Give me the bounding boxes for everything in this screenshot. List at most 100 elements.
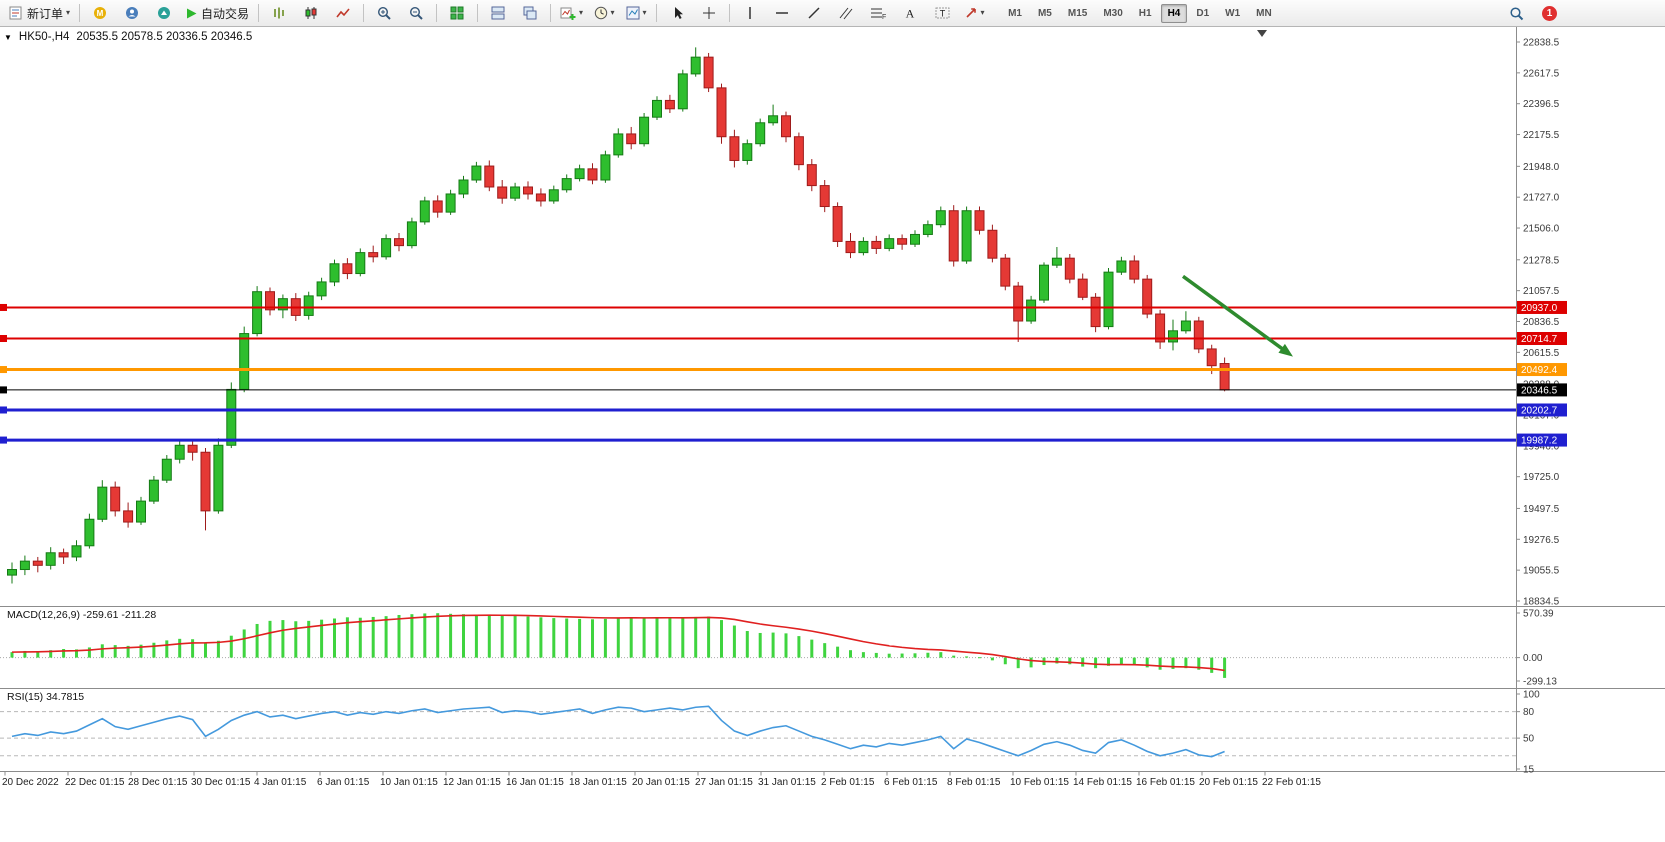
toolbar-left-group: 新订单 ▾ M 自动交易 ▾ ▾ ▾ F A T ▾: [4, 2, 990, 25]
line-chart-button[interactable]: [328, 2, 358, 25]
price-line-tags: 20937.0 20714.7 20492.4 20202.7 19987.2 20346…: [0, 300, 1567, 447]
svg-text:20937.0: 20937.0: [1521, 303, 1558, 314]
timeframe-h1-button[interactable]: H1: [1138, 7, 1152, 19]
svg-text:80: 80: [1523, 707, 1535, 718]
tile-horizontal-button[interactable]: [483, 2, 513, 25]
fibonacci-button[interactable]: F: [863, 2, 893, 25]
add-indicator-button[interactable]: ▾: [556, 2, 587, 25]
price-axis[interactable]: [1516, 27, 1665, 772]
chart-ohlc: 20535.5 20578.5 20336.5 20346.5: [76, 31, 253, 43]
svg-text:22396.5: 22396.5: [1523, 99, 1560, 110]
rsi-label: RSI(15) 34.7815: [7, 691, 85, 703]
svg-text:30 Dec 01:15: 30 Dec 01:15: [191, 777, 251, 788]
chart-collapse-icon[interactable]: ▼: [4, 32, 12, 42]
chart-header: ▼ HK50-,H4 20535.5 20578.5 20336.5 20346…: [4, 31, 252, 43]
metaeditor-button[interactable]: M: [85, 2, 115, 25]
macd-histogram: [10, 613, 1227, 678]
periods-button[interactable]: ▾: [589, 2, 619, 25]
trend-line-button[interactable]: [799, 2, 829, 25]
market-button[interactable]: [149, 2, 179, 25]
price-lines-layer[interactable]: [0, 306, 1516, 442]
timeframe-m1-button[interactable]: M1: [1008, 7, 1022, 19]
new-order-button[interactable]: 新订单 ▾: [5, 2, 74, 25]
new-order-label: 新订单: [27, 6, 64, 21]
svg-text:50: 50: [1523, 734, 1535, 745]
chart-plot-area[interactable]: [0, 27, 1516, 772]
community-button[interactable]: [117, 2, 147, 25]
horizontal-line-button[interactable]: [767, 2, 797, 25]
candle-chart-button[interactable]: [296, 2, 326, 25]
win2-icon: [523, 6, 537, 20]
macd-signal-line: [11, 614, 1225, 672]
vertical-line-button[interactable]: [735, 2, 765, 25]
autotrading-label: 自动交易: [201, 6, 250, 21]
templates-button[interactable]: ▾: [621, 2, 651, 25]
mql-logo-icon: M: [93, 6, 107, 20]
fibo-icon: F: [870, 6, 886, 20]
rsi-level-lines: [0, 711, 1516, 757]
svg-text:19946.0: 19946.0: [1523, 441, 1560, 452]
time-axis[interactable]: [0, 771, 1665, 794]
svg-text:6 Feb 01:15: 6 Feb 01:15: [884, 777, 938, 788]
timeframe-h4-button[interactable]: H4: [1160, 3, 1188, 23]
crosshair-button[interactable]: [694, 2, 724, 25]
win1-icon: [491, 6, 505, 20]
dropdown-caret-icon: ▾: [610, 8, 615, 17]
bars-icon: [272, 6, 286, 20]
tile-windows-button[interactable]: [442, 2, 472, 25]
arrows-button[interactable]: ▾: [959, 2, 989, 25]
arrows-icon: [964, 6, 978, 20]
candles-layer: [7, 47, 1230, 584]
svg-text:21948.0: 21948.0: [1523, 162, 1560, 173]
timeframe-m5-button[interactable]: M5: [1037, 7, 1052, 19]
svg-text:20 Jan 01:15: 20 Jan 01:15: [632, 777, 690, 788]
bar-chart-button[interactable]: [264, 2, 294, 25]
dropdown-caret-icon: ▾: [980, 8, 985, 17]
svg-text:A: A: [906, 7, 915, 21]
search-button[interactable]: [1501, 2, 1531, 25]
text-label-button[interactable]: T: [927, 2, 957, 25]
timeframe-d1-button[interactable]: D1: [1196, 7, 1210, 19]
svg-text:20836.5: 20836.5: [1523, 317, 1560, 328]
toolbar-separator: [79, 4, 81, 22]
candles-icon: [304, 6, 318, 20]
svg-text:16 Jan 01:15: 16 Jan 01:15: [506, 777, 564, 788]
timeframe-w1-button[interactable]: W1: [1225, 7, 1241, 19]
notification-badge[interactable]: 1: [1542, 5, 1557, 21]
svg-text:6 Jan 01:15: 6 Jan 01:15: [317, 777, 370, 788]
zoom-in-button[interactable]: [369, 2, 399, 25]
timeframe-mn-button[interactable]: MN: [1256, 7, 1272, 19]
chart-shift-marker[interactable]: [1257, 30, 1267, 37]
text-button[interactable]: A: [895, 2, 925, 25]
linechart-icon: [336, 6, 350, 20]
svg-text:22838.5: 22838.5: [1523, 38, 1560, 49]
toolbar-separator: [258, 4, 260, 22]
autotrading-button[interactable]: 自动交易: [181, 2, 253, 25]
zoom-out-button[interactable]: [401, 2, 431, 25]
svg-text:20 Dec 2022: 20 Dec 2022: [2, 777, 59, 788]
timeframe-m30-button[interactable]: M30: [1103, 7, 1123, 19]
macd-label: MACD(12,26,9) -259.61 -211.28: [7, 609, 157, 621]
svg-text:31 Jan 01:15: 31 Jan 01:15: [758, 777, 816, 788]
svg-text:10 Feb 01:15: 10 Feb 01:15: [1010, 777, 1069, 788]
svg-text:19055.5: 19055.5: [1523, 566, 1560, 577]
timeframe-m15-button[interactable]: M15: [1067, 7, 1088, 19]
tline-icon: [807, 6, 821, 20]
toolbar-separator: [656, 4, 658, 22]
svg-text:27 Jan 01:15: 27 Jan 01:15: [695, 777, 753, 788]
svg-text:18 Jan 01:15: 18 Jan 01:15: [569, 777, 627, 788]
svg-text:18834.5: 18834.5: [1523, 597, 1560, 608]
svg-text:-299.13: -299.13: [1523, 677, 1557, 688]
cursor-icon: [671, 6, 684, 20]
svg-text:4 Jan 01:15: 4 Jan 01:15: [254, 777, 307, 788]
svg-text:M: M: [97, 9, 104, 18]
cascade-windows-button[interactable]: [515, 2, 545, 25]
svg-text:22 Feb 01:15: 22 Feb 01:15: [1262, 777, 1321, 788]
cursor-button[interactable]: [662, 2, 692, 25]
toolbar-separator: [363, 4, 365, 22]
equidistant-channel-button[interactable]: [831, 2, 861, 25]
timeframe-group: M1 M5 M15 M30 H1 H4 D1 W1 MN: [1000, 3, 1280, 23]
trend-arrow[interactable]: [1181, 274, 1293, 357]
svg-text:22175.5: 22175.5: [1523, 130, 1560, 141]
